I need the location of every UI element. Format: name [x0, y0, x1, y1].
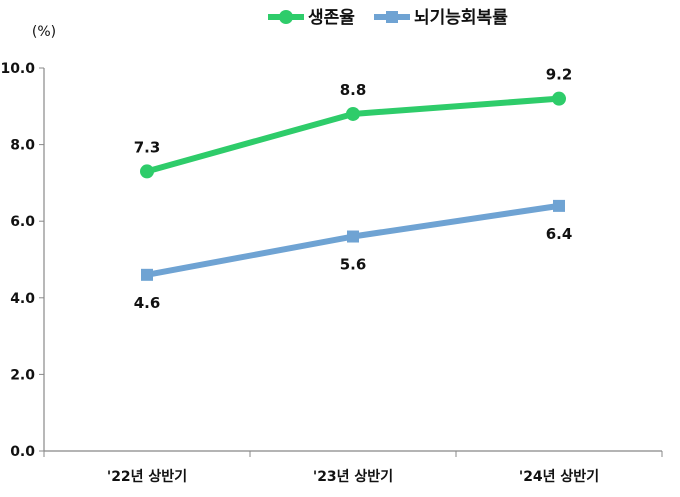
y-tick-labels: 0.0 2.0 4.0 6.0 8.0 10.0 [0, 61, 35, 460]
data-label: 8.8 [340, 81, 367, 99]
legend-item-brain-recovery: 뇌기능회복률 [374, 8, 508, 28]
legend-marker-survival [279, 10, 293, 24]
y-tick-label: 8.0 [10, 138, 35, 154]
data-label: 6.4 [546, 225, 573, 243]
data-point [347, 230, 359, 243]
y-tick-label: 4.0 [10, 291, 35, 307]
legend-marker-brain-recovery [386, 11, 398, 23]
x-tick-label: '22년 상반기 [107, 468, 187, 485]
series-layer: 7.3 8.8 9.2 4.6 5.6 6.4 [134, 66, 573, 312]
y-tick-label: 6.0 [10, 214, 35, 230]
data-label: 9.2 [546, 66, 573, 84]
x-tick-label: '23년 상반기 [313, 468, 393, 485]
y-tick-label: 10.0 [0, 61, 35, 77]
legend-label-survival: 생존율 [308, 8, 355, 28]
legend-label-brain-recovery: 뇌기능회복률 [414, 8, 508, 28]
x-tick-label: '24년 상반기 [519, 468, 599, 485]
data-label: 5.6 [340, 256, 367, 274]
series-survival: 7.3 8.8 9.2 [134, 66, 573, 179]
data-point [346, 106, 360, 121]
data-point [141, 268, 153, 281]
legend-item-survival: 생존율 [268, 8, 355, 28]
data-point [552, 91, 566, 106]
data-label: 4.6 [134, 294, 161, 312]
x-tick-labels: '22년 상반기 '23년 상반기 '24년 상반기 [107, 468, 599, 485]
series-brain-recovery: 4.6 5.6 6.4 [134, 199, 573, 312]
axes [39, 67, 663, 457]
y-axis-unit-label: (%) [32, 24, 56, 40]
data-label: 7.3 [134, 138, 161, 156]
y-tick-label: 2.0 [10, 367, 35, 383]
data-point [553, 199, 565, 212]
data-point [140, 164, 154, 179]
legend: 생존율 뇌기능회복률 [268, 8, 508, 28]
y-tick-label: 0.0 [10, 444, 35, 460]
